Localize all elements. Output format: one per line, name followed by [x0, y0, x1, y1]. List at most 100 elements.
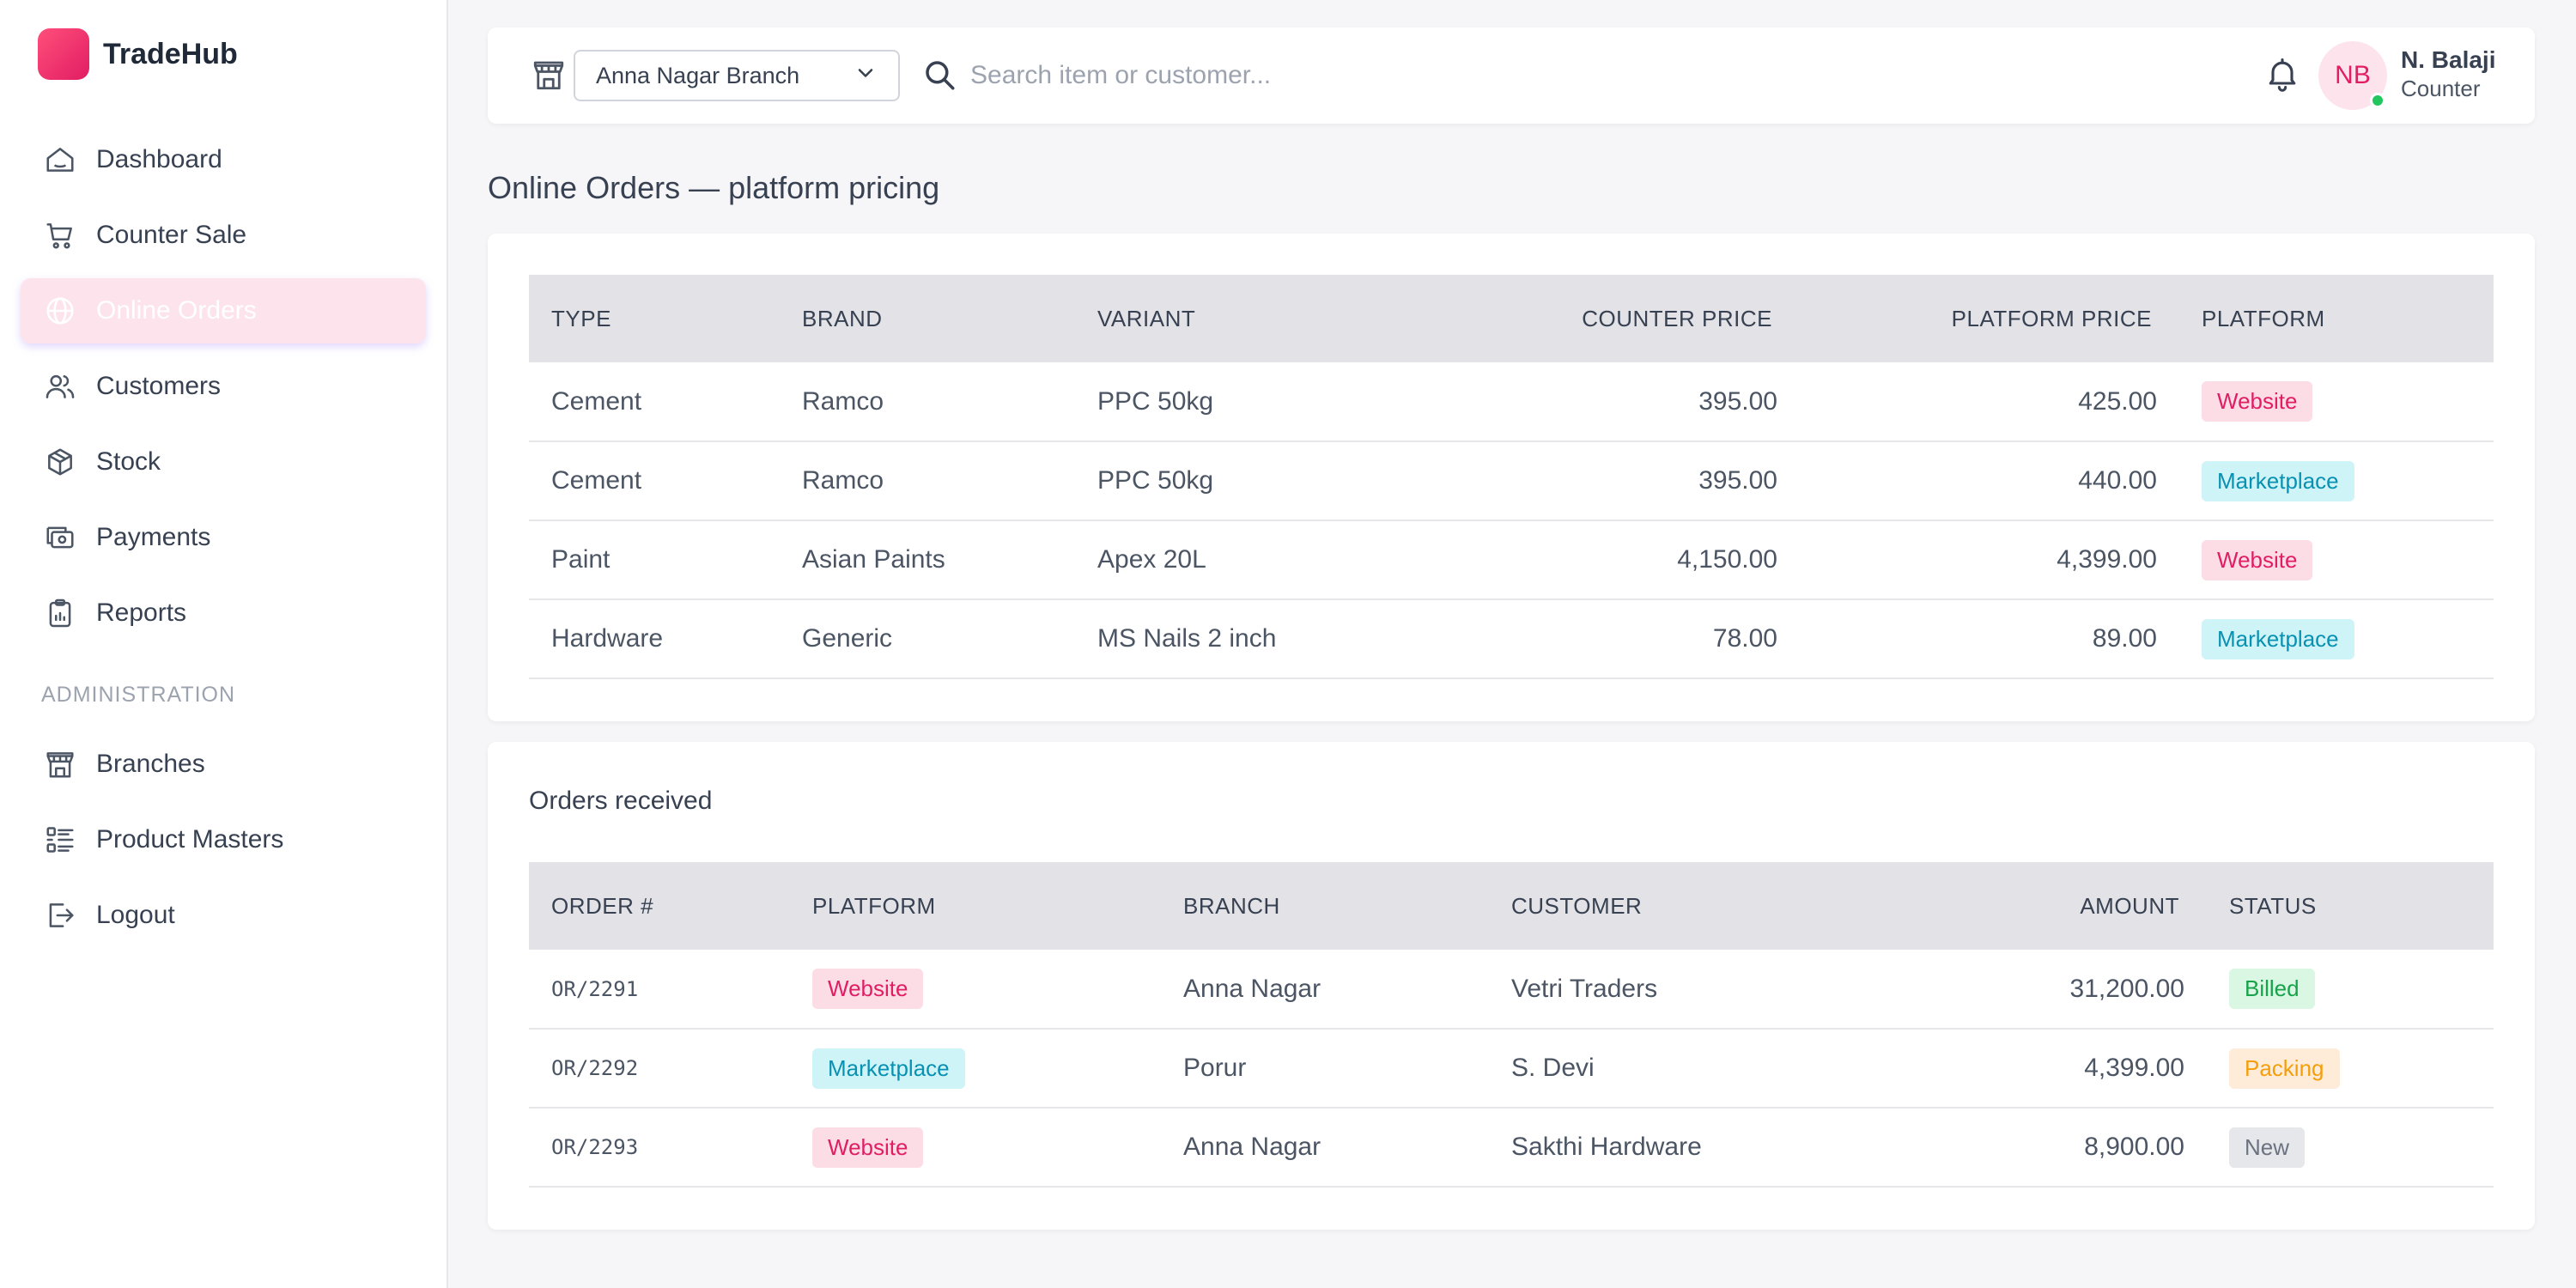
page-title: Online Orders — platform pricing [488, 170, 940, 205]
cell-customer: S. Devi [1511, 1054, 1595, 1082]
column-header[interactable]: BRAND [802, 305, 883, 331]
sidebar-item-stock[interactable]: Stock [21, 429, 426, 495]
chevron-down-icon [854, 61, 878, 91]
bell-icon[interactable] [2263, 55, 2301, 93]
brand[interactable]: TradeHub [38, 28, 238, 80]
sidebar-item-label: Counter Sale [96, 221, 247, 249]
globe-icon [43, 294, 77, 328]
pricing-table: TYPE BRAND VARIANT COUNTER PRICE PLATFOR… [529, 275, 2494, 679]
platform-badge: Marketplace [2202, 460, 2354, 501]
platform-badge: Website [812, 1127, 924, 1168]
cell-counter-price: 78.00 [1712, 624, 1777, 653]
sidebar-item-branches[interactable]: Branches [21, 732, 426, 797]
sidebar-item-payments[interactable]: Payments [21, 505, 426, 570]
column-header[interactable]: BRANCH [1183, 892, 1280, 919]
cell-platform: Marketplace [790, 1029, 1161, 1108]
cell-order-number[interactable]: OR/2292 [551, 1056, 639, 1080]
platform-badge: Marketplace [2202, 618, 2354, 659]
sidebar-item-counter-sale[interactable]: Counter Sale [21, 203, 426, 268]
store-icon [531, 57, 567, 93]
cell-order-number[interactable]: OR/2291 [551, 976, 639, 1001]
clipboard-icon [43, 596, 77, 630]
column-header[interactable]: PLATFORM [2202, 305, 2325, 331]
cell-branch: Porur [1183, 1054, 1247, 1082]
column-header[interactable]: ORDER # [551, 892, 654, 919]
search-icon[interactable] [921, 57, 957, 93]
cell-platform-price: 4,399.00 [2057, 545, 2157, 574]
cell-platform-price: 89.00 [2092, 624, 2157, 653]
sidebar-item-customers[interactable]: Customers [21, 354, 426, 419]
platform-badge: Website [2202, 539, 2313, 580]
column-header[interactable]: COUNTER PRICE [1582, 305, 1772, 331]
cell-brand: Ramco [802, 386, 884, 416]
cell-status: Billed [2203, 950, 2494, 1029]
cell-variant: PPC 50kg [1097, 466, 1214, 495]
cell-platform: Marketplace [2176, 599, 2494, 678]
platform-badge: Website [812, 969, 924, 1009]
sidebar-item-label: Dashboard [96, 145, 222, 173]
store-icon [43, 747, 77, 781]
column-header[interactable]: VARIANT [1097, 305, 1196, 331]
cell-platform: Website [2176, 362, 2494, 441]
nav-section-administration: ADMINISTRATION [41, 683, 236, 707]
sidebar-item-label: Logout [96, 901, 175, 929]
sidebar-item-dashboard[interactable]: Dashboard [21, 127, 426, 192]
cell-customer: Vetri Traders [1511, 974, 1658, 1003]
table-row[interactable]: OR/2291 Website Anna Nagar Vetri Traders… [529, 950, 2494, 1029]
column-header[interactable]: CUSTOMER [1511, 892, 1643, 919]
cell-type: Cement [551, 466, 642, 495]
status-badge: Billed [2229, 969, 2315, 1009]
user-role: Counter [2401, 76, 2481, 101]
column-header[interactable]: AMOUNT [2080, 892, 2179, 919]
cell-amount: 31,200.00 [2069, 974, 2184, 1003]
list-icon [43, 823, 77, 857]
cell-type: Cement [551, 386, 642, 416]
cell-status: Packing [2203, 1029, 2494, 1108]
cell-order-number[interactable]: OR/2293 [551, 1135, 639, 1159]
avatar[interactable]: NB [2318, 41, 2387, 110]
sidebar-item-online-orders[interactable]: Online Orders [21, 278, 426, 343]
cash-icon [43, 520, 77, 555]
cell-variant: Apex 20L [1097, 545, 1206, 574]
cell-amount: 4,399.00 [2084, 1054, 2184, 1082]
cell-counter-price: 395.00 [1698, 466, 1777, 495]
column-header[interactable]: STATUS [2229, 892, 2317, 919]
table-row[interactable]: Cement Ramco PPC 50kg 395.00 440.00 Mark… [529, 441, 2494, 520]
column-header[interactable]: TYPE [551, 305, 611, 331]
table-header-row: TYPE BRAND VARIANT COUNTER PRICE PLATFOR… [529, 275, 2494, 362]
cell-customer: Sakthi Hardware [1511, 1133, 1702, 1161]
online-status-indicator [2370, 93, 2385, 108]
cell-branch: Anna Nagar [1183, 1133, 1321, 1161]
cell-amount: 8,900.00 [2084, 1133, 2184, 1161]
cell-platform-price: 425.00 [2078, 386, 2157, 416]
sidebar-item-product-masters[interactable]: Product Masters [21, 807, 426, 872]
cell-brand: Ramco [802, 466, 884, 495]
cell-platform: Website [2176, 520, 2494, 599]
brand-name: TradeHub [103, 37, 238, 70]
table-row[interactable]: Cement Ramco PPC 50kg 395.00 425.00 Webs… [529, 362, 2494, 441]
column-header[interactable]: PLATFORM [812, 892, 936, 919]
sidebar-item-label: Stock [96, 447, 161, 476]
search-input[interactable] [970, 50, 1829, 101]
orders-card: Orders received ORDER # PLATFORM BRANCH … [488, 742, 2535, 1230]
sidebar-item-label: Online Orders [96, 296, 257, 325]
table-row[interactable]: OR/2293 Website Anna Nagar Sakthi Hardwa… [529, 1108, 2494, 1187]
table-header-row: ORDER # PLATFORM BRANCH CUSTOMER AMOUNT … [529, 862, 2494, 950]
branch-select[interactable]: Anna Nagar Branch [574, 50, 900, 101]
platform-badge: Marketplace [812, 1048, 965, 1089]
cell-status: New [2203, 1108, 2494, 1187]
column-header[interactable]: PLATFORM PRICE [1951, 305, 2152, 331]
platform-badge: Website [2202, 381, 2313, 422]
sidebar-item-label: Product Masters [96, 825, 284, 854]
sidebar-item-logout[interactable]: Logout [21, 883, 426, 948]
status-badge: New [2229, 1127, 2306, 1168]
status-badge: Packing [2229, 1048, 2340, 1089]
table-row[interactable]: Paint Asian Paints Apex 20L 4,150.00 4,3… [529, 520, 2494, 599]
table-row[interactable]: Hardware Generic MS Nails 2 inch 78.00 8… [529, 599, 2494, 678]
branch-select-value: Anna Nagar Branch [596, 62, 800, 88]
sidebar-item-reports[interactable]: Reports [21, 580, 426, 646]
orders-table: ORDER # PLATFORM BRANCH CUSTOMER AMOUNT … [529, 862, 2494, 1188]
table-row[interactable]: OR/2292 Marketplace Porur S. Devi 4,399.… [529, 1029, 2494, 1108]
cell-brand: Asian Paints [802, 545, 945, 574]
cart-icon [43, 218, 77, 252]
